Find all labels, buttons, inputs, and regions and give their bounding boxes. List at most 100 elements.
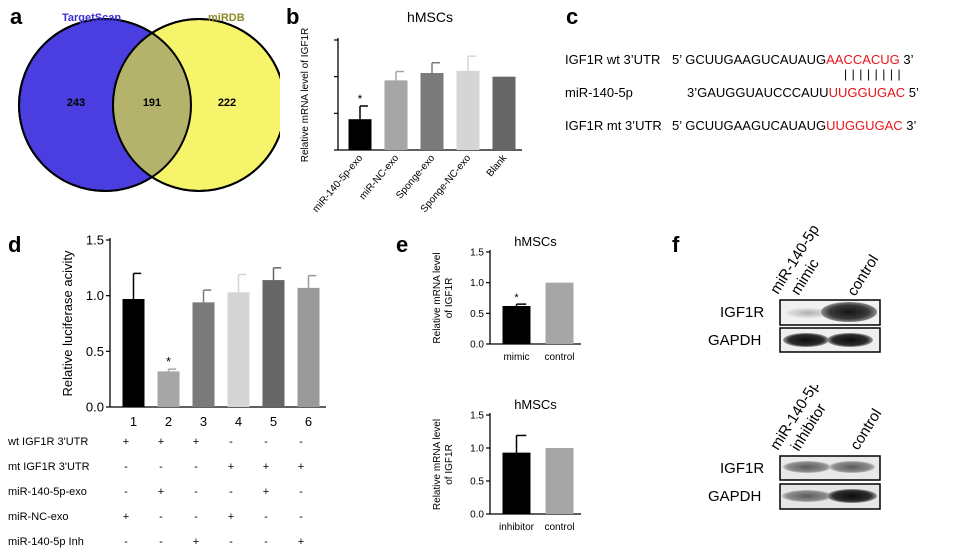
chart-e-top: 0.0 0.5 1.0 1.5 hMSCs Relative mRNA level of I… bbox=[432, 234, 581, 363]
bar-Sponge-NC-exo bbox=[456, 70, 480, 150]
y-tick-label: 0.0 bbox=[470, 510, 484, 521]
table-cell-sign: - bbox=[229, 536, 233, 548]
table-cell-sign: - bbox=[229, 486, 233, 498]
significance-marker: * bbox=[166, 354, 171, 369]
seq-mt-prefix: 5’ GCUUGAAGUCAUAUG bbox=[672, 118, 827, 133]
seq-row-mirna: miR-140-5p 3’GAUGGUAUCCCAUUUUGGUGAC 5’ bbox=[565, 85, 950, 103]
bar-5 bbox=[262, 280, 285, 407]
category-label: 5 bbox=[270, 414, 277, 429]
category-label: mimic bbox=[503, 352, 529, 363]
category-label: control bbox=[544, 352, 574, 363]
blot-bottom-igf1r-band-1 bbox=[783, 461, 831, 473]
venn-left-title: TargetScan bbox=[62, 12, 121, 24]
table-cell-sign: + bbox=[157, 486, 165, 498]
bar-6 bbox=[297, 287, 320, 407]
y-axis-label: of IGF1R bbox=[444, 278, 455, 319]
blot-bottom-gapdh-band-2 bbox=[827, 489, 877, 503]
category-label: 2 bbox=[165, 414, 172, 429]
seq-row-wt: IGF1R wt 3’UTR 5’ GCUUGAAGUCAUAUGAACCACU… bbox=[565, 52, 950, 70]
chart-title: hMSCs bbox=[407, 9, 453, 25]
bar-miR-140-5p-exo bbox=[348, 119, 372, 150]
table-cell-sign: + bbox=[122, 511, 130, 523]
table-cell-sign: - bbox=[264, 436, 268, 448]
seq-mirna-highlight: UUGGUGAC bbox=[828, 85, 906, 100]
table-row-label: wt IGF1R 3'UTR bbox=[8, 436, 89, 448]
category-label: Blank bbox=[485, 152, 510, 179]
table-cell-sign: - bbox=[299, 436, 303, 448]
bar-4 bbox=[227, 292, 250, 407]
y-tick-label: 0.5 bbox=[470, 477, 484, 488]
table-cell-sign: - bbox=[159, 536, 163, 548]
table-cell-sign: + bbox=[227, 511, 235, 523]
venn-overlap-region bbox=[113, 19, 191, 191]
venn-diagram: TargetScan miRDB 243 191 222 bbox=[18, 12, 280, 192]
venn-left-count: 243 bbox=[67, 97, 85, 109]
table-cell-sign: - bbox=[159, 511, 163, 523]
y-tick-label: 1.5 bbox=[86, 233, 104, 248]
blot-bottom-igf1r-band-2 bbox=[829, 461, 875, 473]
seq-mt-highlight: UUGGUGAC bbox=[826, 118, 903, 133]
category-label: 6 bbox=[305, 414, 312, 429]
seq-label-mirna: miR-140-5p bbox=[565, 85, 633, 100]
treatment-table: wt IGF1R 3'UTR + + + - - - mt IGF1R 3'UTR - - - + + +… bbox=[8, 436, 338, 556]
panel-label-b: b bbox=[286, 4, 300, 29]
category-label: miR-140-5p-exo bbox=[311, 153, 366, 215]
chart-title: hMSCs bbox=[514, 397, 557, 412]
panel-label-c: c bbox=[566, 4, 579, 29]
blot-top-lane2-label: control bbox=[844, 252, 882, 299]
venn-right-title: miRDB bbox=[208, 12, 245, 24]
venn-overlap-count: 191 bbox=[143, 97, 161, 109]
panel-label-a: a bbox=[10, 4, 23, 29]
bar-3 bbox=[192, 302, 215, 407]
table-row-label: miR-140-5p-exo bbox=[8, 486, 87, 498]
blot-top-area: miR-140-5p mimic control IGF1R GAPDH bbox=[680, 225, 950, 370]
table-cell-sign: - bbox=[159, 461, 163, 473]
chart-e-bottom: 0.0 0.5 1.0 1.5 hMSCs Relative mRNA level of I… bbox=[432, 397, 581, 533]
y-tick-label: 1.5 bbox=[470, 411, 484, 422]
y-tick-label: 0.0 bbox=[86, 400, 104, 415]
category-label: control bbox=[544, 522, 574, 533]
seq-mt-suffix: 3’ bbox=[902, 118, 917, 133]
blot-bottom-gapdh-band-1 bbox=[782, 490, 832, 502]
blot-top-gapdh-band-2 bbox=[827, 333, 873, 347]
blot-bottom-label-gapdh: GAPDH bbox=[708, 488, 762, 505]
table-cell-sign: + bbox=[192, 436, 200, 448]
table-row-label: mt IGF1R 3'UTR bbox=[8, 461, 90, 473]
y-axis-label: of IGF1R bbox=[444, 444, 455, 485]
panel-label-d: d bbox=[8, 232, 22, 257]
table-cell-sign: - bbox=[124, 461, 128, 473]
bar-Blank bbox=[492, 76, 516, 150]
table-cell-sign: - bbox=[299, 486, 303, 498]
bar-Sponge-exo bbox=[420, 73, 444, 150]
bar-inhibitor bbox=[502, 452, 531, 514]
venn-right-count: 222 bbox=[218, 97, 236, 109]
seq-label-wt: IGF1R wt 3’UTR bbox=[565, 52, 661, 67]
seq-mirna-prefix: 3’GAUGGUAUCCCAUU bbox=[687, 85, 829, 100]
table-cell-sign: - bbox=[124, 486, 128, 498]
table-row-label: miR-140-5p Inh bbox=[8, 536, 84, 548]
blot-bottom-label-igf1r: IGF1R bbox=[720, 460, 765, 477]
bar-1 bbox=[122, 299, 145, 407]
seq-pairing-lines: | | | | | | | | bbox=[844, 67, 902, 81]
y-tick-label: 0.0 bbox=[470, 340, 484, 351]
category-label: 1 bbox=[130, 414, 137, 429]
bar-2 bbox=[157, 371, 180, 407]
table-cell-sign: + bbox=[297, 536, 305, 548]
y-tick-label: 1.0 bbox=[470, 278, 484, 289]
category-label: 3 bbox=[200, 414, 207, 429]
panel-label-e: e bbox=[396, 232, 409, 257]
table-cell-sign: + bbox=[262, 461, 270, 473]
seq-label-mt: IGF1R mt 3’UTR bbox=[565, 118, 662, 133]
panel-label-f: f bbox=[672, 232, 680, 257]
chart-d: 0.0 0.5 1.0 1.5 Relative luciferase acivity 1… bbox=[60, 233, 326, 429]
table-cell-sign: - bbox=[194, 486, 198, 498]
y-axis-label: Relative mRNA level of IGF1R bbox=[300, 28, 311, 163]
blot-bottom-lane2-label: control bbox=[847, 406, 885, 453]
table-cell-sign: - bbox=[194, 461, 198, 473]
blot-top-label-igf1r: IGF1R bbox=[720, 304, 765, 321]
table-cell-sign: + bbox=[192, 536, 200, 548]
y-tick-label: 1.0 bbox=[470, 444, 484, 455]
seq-wt-prefix: 5’ GCUUGAAGUCAUAUG bbox=[672, 52, 827, 67]
blot-top-igf1r-band-1 bbox=[786, 308, 830, 318]
bar-control bbox=[545, 282, 574, 344]
